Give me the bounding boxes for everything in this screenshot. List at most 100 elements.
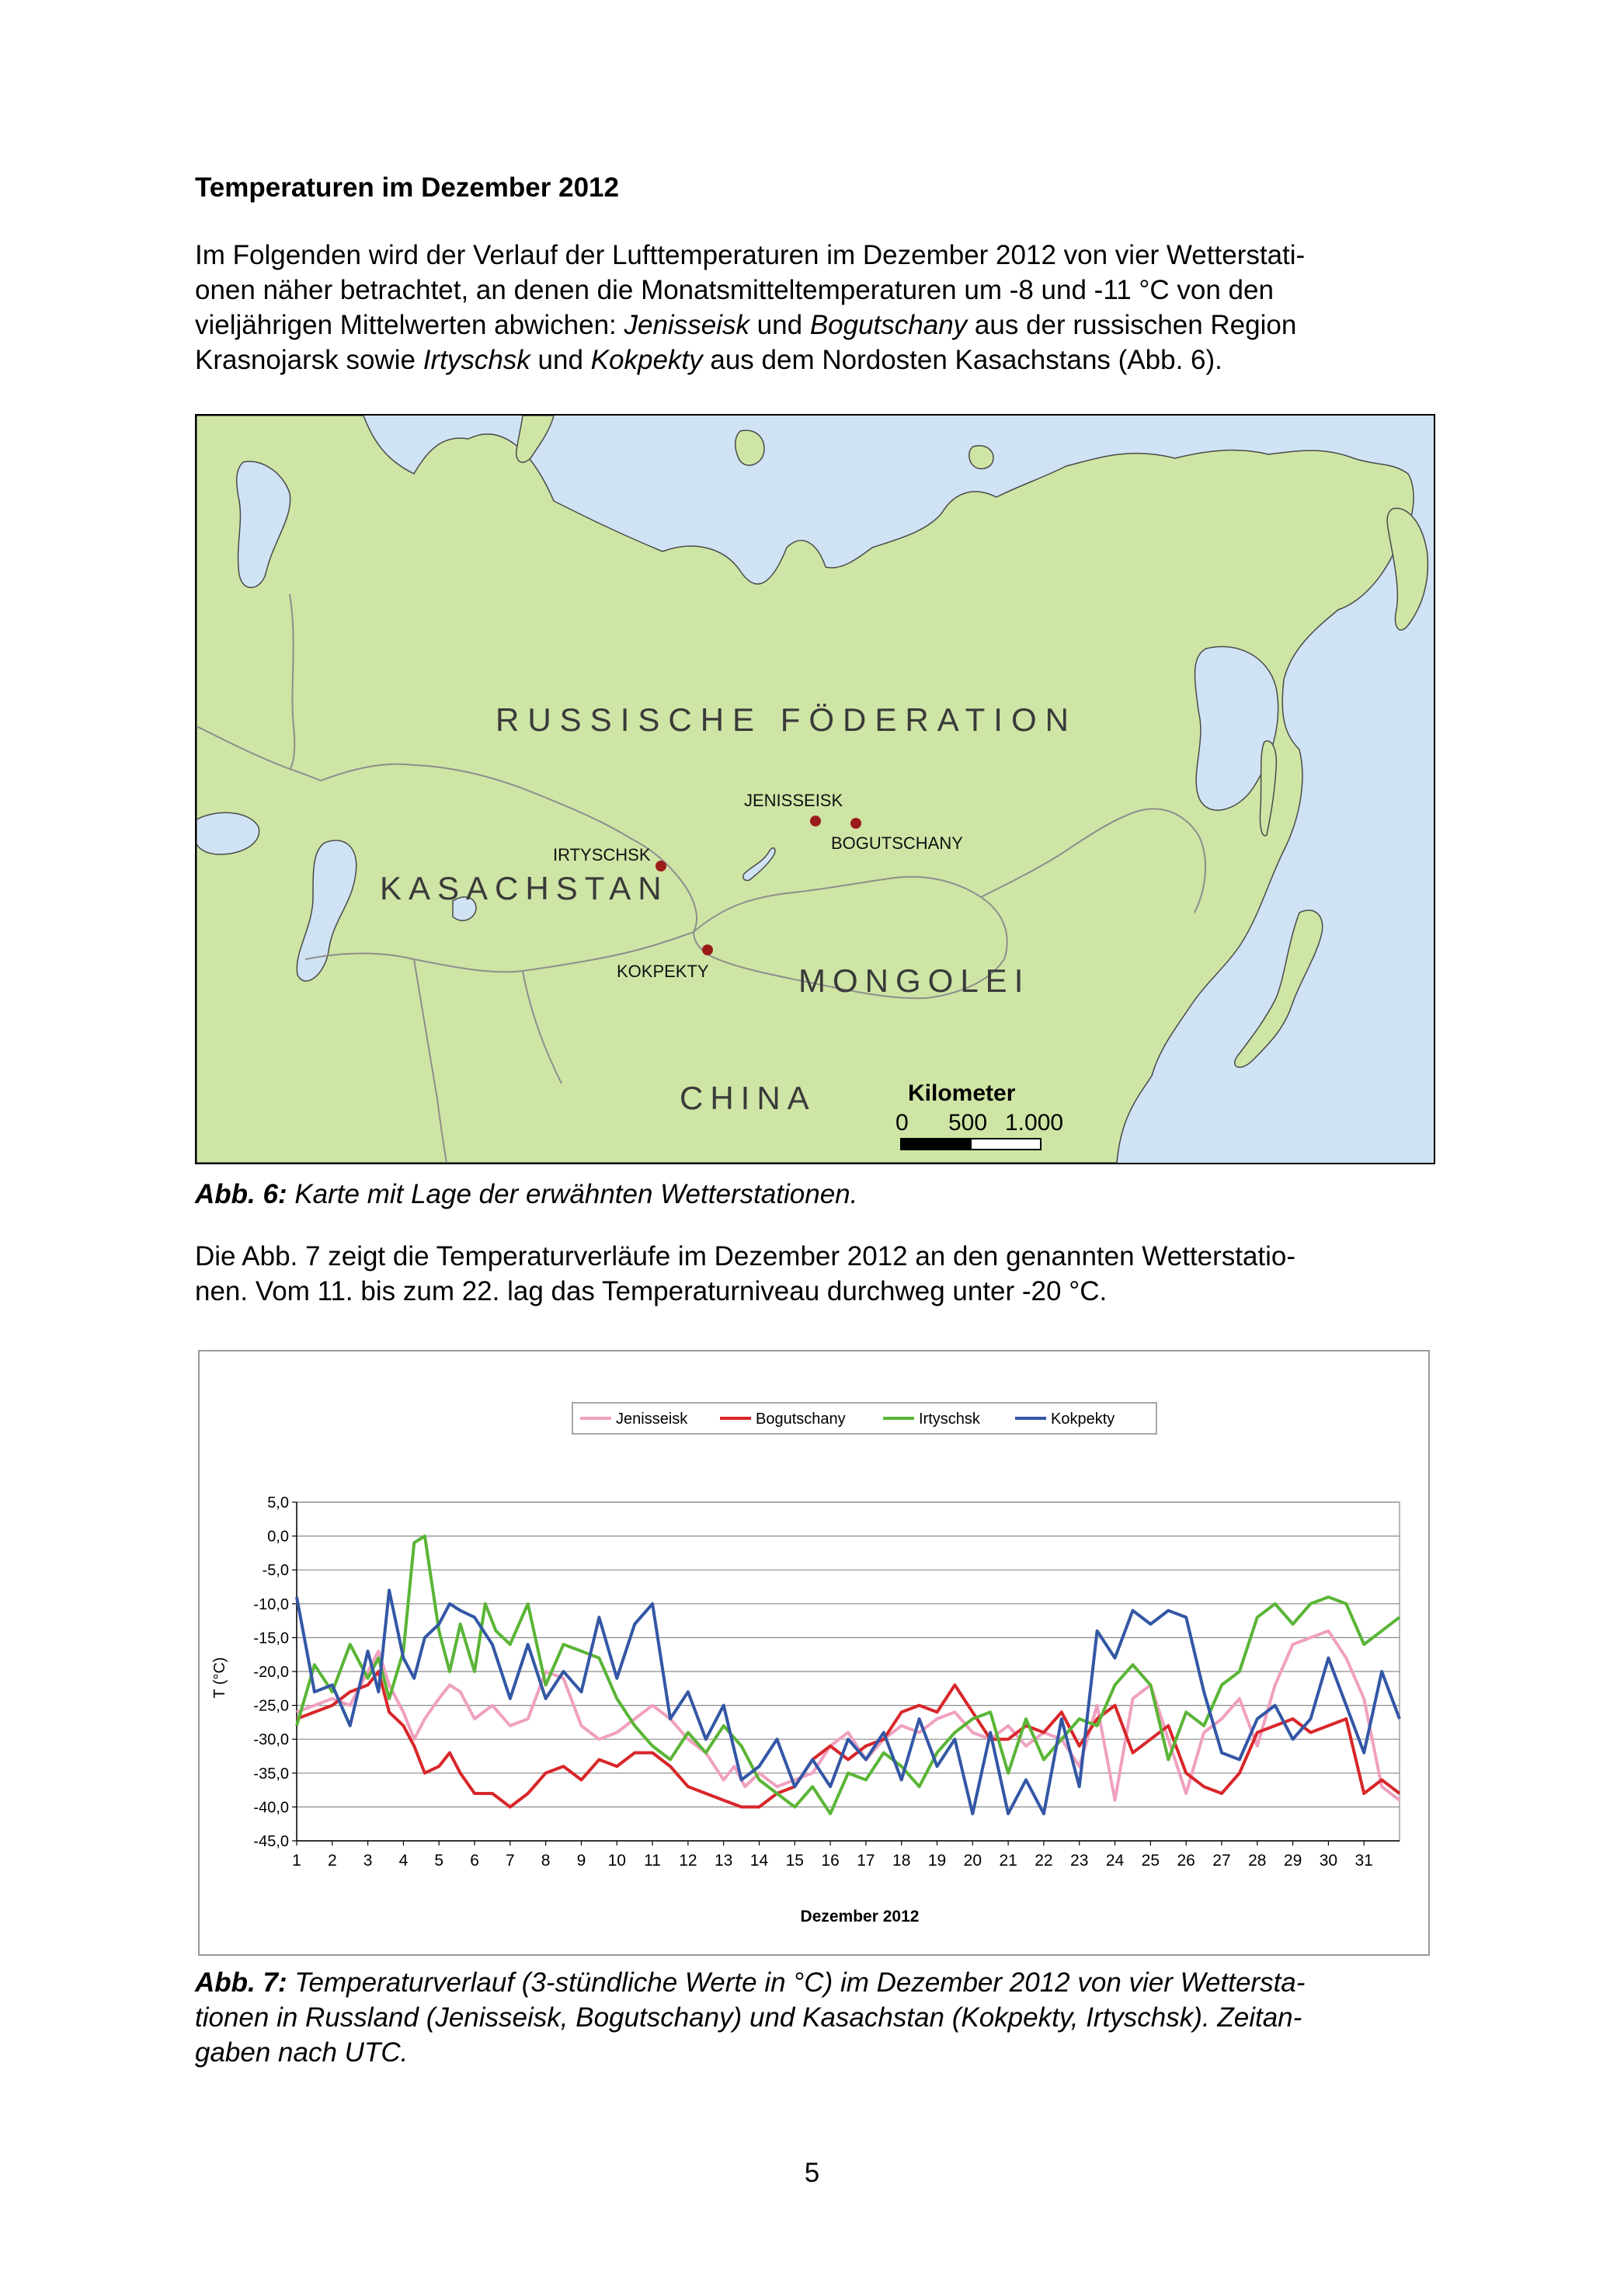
station-label-kokpekty: KOKPEKTY (617, 962, 709, 981)
station-name-kokpekty: Kokpekty (590, 345, 703, 375)
border-kazakhstan (320, 763, 697, 933)
scale-tick-1000: 1.000 (1005, 1110, 1063, 1136)
lake-baikal (742, 847, 776, 882)
station-marker-irtyschsk (656, 861, 666, 871)
x-tick-label: 18 (892, 1852, 910, 1870)
series-line-bogutschany (296, 1670, 1401, 1809)
x-tick-label: 4 (399, 1852, 409, 1870)
scale-tick-500: 500 (948, 1110, 987, 1136)
chart-grid (296, 1501, 1400, 1842)
y-tick-label: 0,0 (267, 1529, 289, 1546)
y-tick-label: 5,0 (267, 1494, 289, 1512)
intro-paragraph: Im Folgenden wird der Verlauf der Luftte… (195, 238, 1438, 377)
sea-of-okhotsk (1194, 645, 1279, 811)
x-tick-label: 3 (363, 1852, 373, 1870)
japan (1234, 910, 1323, 1068)
y-tick-label: -10,0 (253, 1596, 289, 1613)
temperature-chart: Jenisseisk Bogutschany Irtyschsk Kokpekty 5… (198, 1350, 1430, 1956)
x-tick-label: 21 (999, 1852, 1017, 1870)
station-label-jenisseisk: JENISSEISK (744, 791, 843, 810)
chart-legend: Jenisseisk Bogutschany Irtyschsk Kokpekty (572, 1402, 1157, 1435)
sakhalin (1259, 740, 1278, 837)
x-tick-label: 10 (608, 1852, 626, 1870)
baltic-sea (235, 461, 291, 589)
x-tick-label: 8 (541, 1852, 551, 1870)
border-china (980, 808, 1206, 913)
novaya-zemlya (516, 416, 555, 463)
y-axis-label: T (°C) (211, 1657, 228, 1698)
new-siberian-islands (968, 445, 994, 470)
x-tick-label: 23 (1070, 1852, 1088, 1870)
border-central-asia-2 (522, 970, 562, 1084)
scale-title: Kilometer (908, 1080, 1016, 1106)
x-tick-label: 27 (1212, 1852, 1230, 1870)
x-tick-label: 22 (1035, 1852, 1052, 1870)
station-marker-jenisseisk (810, 816, 821, 826)
chart-intro-paragraph: Die Abb. 7 zeigt die Temperaturverläufe … (195, 1239, 1438, 1309)
paragraph-line: vieljährigen Mittelwerten abwichen: Jeni… (195, 310, 1297, 340)
station-label-bogutschany: BOGUTSCHANY (831, 833, 963, 853)
x-tick-label: 7 (506, 1852, 515, 1870)
border-mongolia (693, 875, 1008, 1000)
x-tick-label: 20 (964, 1852, 982, 1870)
y-tick-label: -35,0 (253, 1765, 289, 1783)
kamchatka (1386, 507, 1429, 631)
y-tick-label: -25,0 (253, 1698, 289, 1715)
figure-7-caption: Abb. 7: Temperaturverlauf (3-stündliche … (195, 1967, 1306, 2068)
y-tick-label: -45,0 (253, 1833, 289, 1850)
section-heading: Temperaturen im Dezember 2012 (195, 172, 619, 203)
station-name-bogutschany: Bogutschany (809, 310, 968, 340)
x-tick-label: 25 (1142, 1852, 1160, 1870)
x-tick-label: 6 (470, 1852, 479, 1870)
figure-6-caption: Abb. 6: Karte mit Lage der erwähnten Wet… (195, 1179, 858, 1209)
station-marker-kokpekty (702, 944, 713, 955)
legend-label: Jenisseisk (616, 1411, 688, 1428)
x-tick-label: 16 (821, 1852, 839, 1870)
x-tick-label: 29 (1284, 1852, 1302, 1870)
x-tick-label: 2 (328, 1852, 337, 1870)
scale-bar-black (900, 1138, 972, 1150)
black-sea (196, 812, 260, 855)
x-tick-label: 5 (434, 1852, 443, 1870)
scale-tick-0: 0 (895, 1110, 909, 1136)
x-tick-label: 13 (715, 1852, 732, 1870)
border-central-asia (413, 958, 447, 1163)
paragraph-line: onen näher betrachtet, an denen die Mona… (195, 275, 1274, 305)
page-number: 5 (804, 2158, 820, 2188)
y-tick-label: -20,0 (253, 1664, 289, 1681)
x-tick-label: 17 (857, 1852, 875, 1870)
series-line-kokpekty (295, 1588, 1401, 1816)
legend-label: Irtyschsk (919, 1411, 981, 1428)
legend-label: Kokpekty (1051, 1411, 1115, 1428)
station-name-irtyschsk: Irtyschsk (423, 345, 530, 375)
y-tick-label: -15,0 (253, 1630, 289, 1647)
border-western (196, 725, 322, 781)
station-label-irtyschsk: IRTYSCHSK (553, 845, 651, 864)
x-tick-label: 12 (679, 1852, 697, 1870)
x-axis-ticks: 1 2 3 4 5 6 7 8 9 10 11 12 13 14 15 16 17 18 19 20 21 22 23 24 2… (292, 1841, 1373, 1870)
y-axis-ticks: 5,0 0,0 -5,0 -10,0 -15,0 -20,0 -25,0 -30,0 -35,0… (253, 1494, 297, 1850)
station-marker-bogutschany (850, 818, 861, 829)
temperature-chart-svg: Jenisseisk Bogutschany Irtyschsk Kokpekty 5… (211, 1402, 1401, 1925)
x-tick-label: 30 (1320, 1852, 1337, 1870)
x-tick-label: 31 (1355, 1852, 1373, 1870)
label-mongolia: MONGOLEI (798, 962, 1030, 999)
border-western-europe (289, 593, 296, 770)
label-kazakhstan: KASACHSTAN (380, 870, 669, 906)
x-tick-label: 1 (292, 1852, 301, 1870)
aral-sea (452, 896, 477, 921)
x-tick-label: 26 (1177, 1852, 1195, 1870)
x-tick-label: 15 (786, 1852, 804, 1870)
x-tick-label: 24 (1106, 1852, 1125, 1870)
x-tick-label: 11 (644, 1852, 661, 1870)
x-tick-label: 14 (750, 1852, 769, 1870)
series-line-jenisseisk (296, 1629, 1401, 1802)
label-china: CHINA (680, 1080, 816, 1116)
severnaya-zemlya (735, 430, 765, 466)
x-tick-label: 28 (1248, 1852, 1266, 1870)
legend-box (572, 1402, 1157, 1435)
paragraph-line: Die Abb. 7 zeigt die Temperaturverläufe … (195, 1241, 1296, 1271)
paragraph-line: Krasnojarsk sowie Irtyschsk und Kokpekty… (195, 345, 1222, 375)
x-axis-label: Dezember 2012 (801, 1908, 920, 1925)
series-line-irtyschsk (295, 1534, 1401, 1816)
